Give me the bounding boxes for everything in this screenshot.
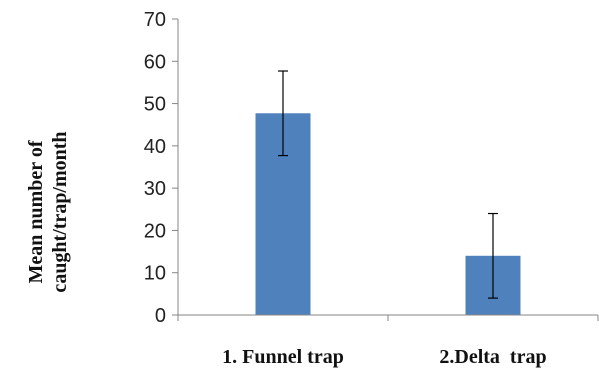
- y-axis: 0 10 20 30 40 50 60 70: [144, 9, 179, 327]
- y-tick-label: 30: [144, 178, 166, 200]
- y-tick-label: 50: [144, 94, 166, 116]
- y-axis-title-line-1: Mean number of: [25, 140, 47, 283]
- y-tick-label: 20: [144, 220, 166, 242]
- y-tick-label: 10: [144, 263, 166, 285]
- x-category-label: 2.Delta trap: [439, 346, 546, 368]
- x-axis: 1. Funnel trap 2.Delta trap: [177, 314, 599, 368]
- bars: [255, 70, 521, 315]
- y-tick-label: 0: [155, 305, 166, 327]
- y-tick-label: 60: [144, 51, 166, 73]
- y-axis-title-line-2: caught/trap/month: [49, 131, 71, 292]
- y-tick-label: 40: [144, 136, 166, 158]
- y-axis-title: Mean number of caught/trap/month: [25, 131, 71, 292]
- y-tick-label: 70: [144, 9, 166, 31]
- x-category-label: 1. Funnel trap: [222, 346, 344, 368]
